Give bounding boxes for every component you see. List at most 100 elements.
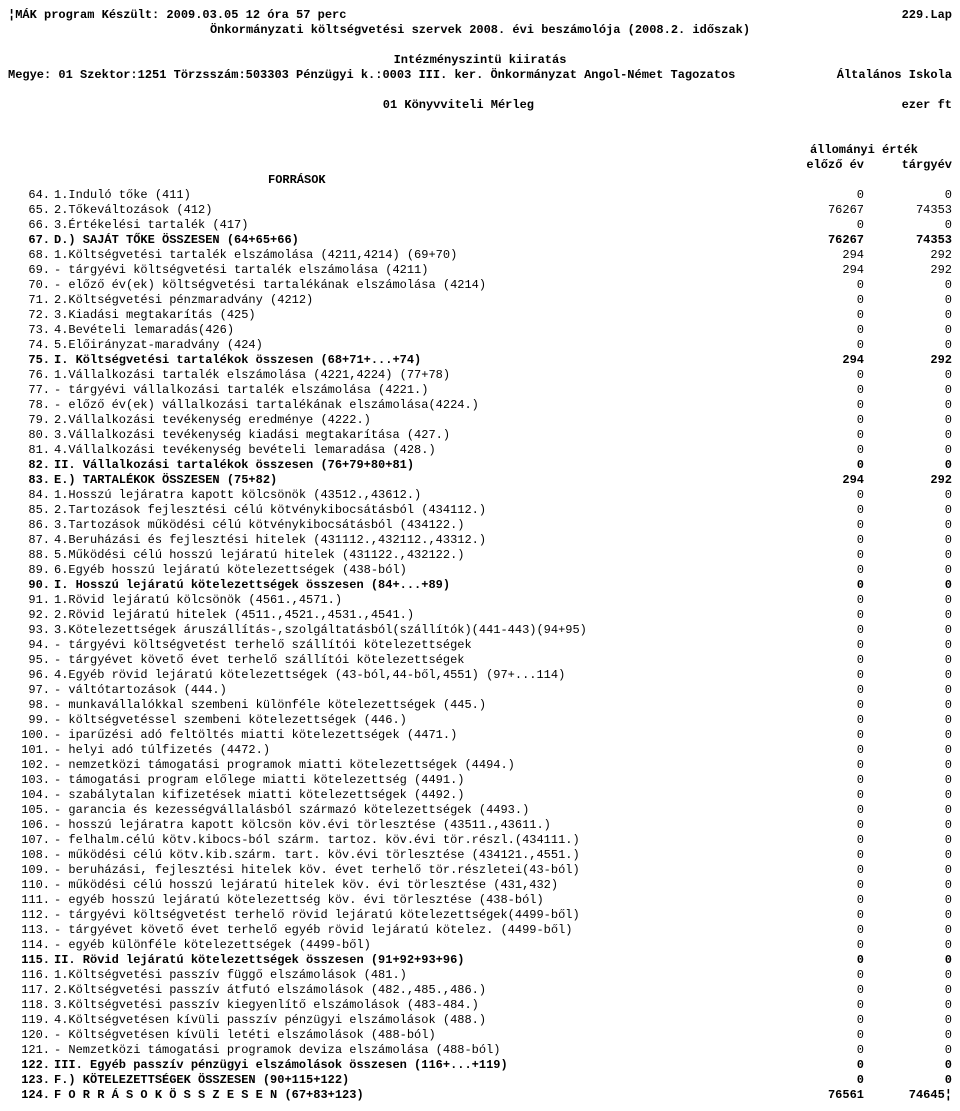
row-value-curr: 0 [864,533,952,548]
row-value-prev: 0 [776,188,864,203]
table-row: 66.3.Értékelési tartalék (417)00 [8,218,952,233]
row-label: - hosszú lejáratra kapott kölcsön köv.év… [54,818,776,833]
row-label: F O R R Á S O K Ö S S Z E S E N (67+83+1… [54,1088,776,1103]
row-label: E.) TARTALÉKOK ÖSSZESEN (75+82) [54,473,776,488]
header-line-3: Intézményszintü kiiratás [8,53,952,68]
row-label: - tárgyévi vállalkozási tartalék elszámo… [54,383,776,398]
row-number: 105. [8,803,54,818]
report-subtitle: Intézményszintü kiiratás [394,53,567,67]
row-number: 85. [8,503,54,518]
row-value-curr: 292 [864,248,952,263]
row-value-prev: 294 [776,248,864,263]
row-label: 2.Rövid lejáratú hitelek (4511.,4521.,45… [54,608,776,623]
row-label: 3.Kiadási megtakarítás (425) [54,308,776,323]
row-number: 75. [8,353,54,368]
row-number: 95. [8,653,54,668]
row-value-curr: 0 [864,1043,952,1058]
row-value-prev: 294 [776,263,864,278]
row-value-prev: 0 [776,713,864,728]
row-value-prev: 76267 [776,233,864,248]
table-row: 103. - támogatási program előlege miatti… [8,773,952,788]
row-number: 88. [8,548,54,563]
row-label: 5.Működési célú hosszú lejáratú hitelek … [54,548,776,563]
row-value-curr: 0 [864,608,952,623]
table-row: 120. - Költségvetésen kívüli letéti elsz… [8,1028,952,1043]
row-label: - támogatási program előlege miatti köte… [54,773,776,788]
row-number: 78. [8,398,54,413]
table-row: 98. - munkavállalókkal szembeni különfél… [8,698,952,713]
row-label: - tárgyévi költségvetést terhelő szállít… [54,638,776,653]
row-label: 2.Tőkeváltozások (412) [54,203,776,218]
unit-label: ezer ft [902,98,952,113]
row-value-prev: 0 [776,788,864,803]
table-row: 93.3.Kötelezettségek áruszállítás-,szolg… [8,623,952,638]
table-row: 100. - iparűzési adó feltöltés miatti kö… [8,728,952,743]
row-value-curr: 0 [864,458,952,473]
row-number: 93. [8,623,54,638]
row-value-prev: 0 [776,878,864,893]
row-value-prev: 0 [776,308,864,323]
row-value-curr: 0 [864,593,952,608]
row-value-curr: 0 [864,1013,952,1028]
row-number: 67. [8,233,54,248]
row-value-curr: 0 [864,308,952,323]
row-label: - működési célú kötv.kib.szárm. tart. kö… [54,848,776,863]
row-value-prev: 294 [776,353,864,368]
row-value-curr: 74645¦ [864,1088,952,1103]
row-number: 103. [8,773,54,788]
row-value-curr: 0 [864,548,952,563]
row-value-curr: 0 [864,443,952,458]
row-label: 1.Induló tőke (411) [54,188,776,203]
row-value-prev: 0 [776,458,864,473]
table-row: 109. - beruházási, fejlesztési hitelek k… [8,863,952,878]
table-row: 124.F O R R Á S O K Ö S S Z E S E N (67+… [8,1088,952,1103]
row-value-prev: 76267 [776,203,864,218]
table-row: 114. - egyéb különféle kötelezettségek (… [8,938,952,953]
row-number: 83. [8,473,54,488]
data-rows: 64.1.Induló tőke (411)0065.2.Tőkeváltozá… [8,188,952,1103]
row-value-prev: 0 [776,443,864,458]
row-number: 76. [8,368,54,383]
row-label: 6.Egyéb hosszú lejáratú kötelezettségek … [54,563,776,578]
row-label: D.) SAJÁT TŐKE ÖSSZESEN (64+65+66) [54,233,776,248]
row-number: 112. [8,908,54,923]
row-label: 4.Költségvetésen kívüli passzív pénzügyi… [54,1013,776,1028]
row-label: - egyéb különféle kötelezettségek (4499-… [54,938,776,953]
row-value-prev: 0 [776,623,864,638]
row-value-curr: 0 [864,728,952,743]
table-row: 67.D.) SAJÁT TŐKE ÖSSZESEN (64+65+66)762… [8,233,952,248]
row-value-prev: 0 [776,923,864,938]
table-row: 86.3.Tartozások működési célú kötvénykib… [8,518,952,533]
table-row: 70. - előző év(ek) költségvetési tartalé… [8,278,952,293]
table-row: 76.1.Vállalkozási tartalék elszámolása (… [8,368,952,383]
row-value-prev: 0 [776,848,864,863]
table-row: 123.F.) KÖTELEZETTSÉGEK ÖSSZESEN (90+115… [8,1073,952,1088]
row-value-prev: 0 [776,803,864,818]
table-row: 96.4.Egyéb rövid lejáratú kötelezettsége… [8,668,952,683]
row-value-curr: 0 [864,743,952,758]
row-value-curr: 0 [864,503,952,518]
row-value-curr: 0 [864,323,952,338]
row-value-prev: 0 [776,593,864,608]
report-title: Önkormányzati költségvetési szervek 2008… [210,23,750,37]
row-value-curr: 0 [864,623,952,638]
row-value-curr: 0 [864,518,952,533]
row-value-curr: 0 [864,983,952,998]
row-value-prev: 0 [776,653,864,668]
table-row: 83.E.) TARTALÉKOK ÖSSZESEN (75+82)294292 [8,473,952,488]
table-row: 111. - egyéb hosszú lejáratú kötelezetts… [8,893,952,908]
row-value-prev: 0 [776,488,864,503]
row-label: 2.Vállalkozási tevékenység eredménye (42… [54,413,776,428]
row-label: 3.Értékelési tartalék (417) [54,218,776,233]
program-timestamp: ¦MÁK program Készült: 2009.03.05 12 óra … [8,8,346,23]
table-row: 113. - tárgyévet követő évet terhelő egy… [8,923,952,938]
row-value-curr: 0 [864,488,952,503]
table-row: 107. - felhalm.célú kötv.kibocs-ból szár… [8,833,952,848]
row-value-prev: 0 [776,818,864,833]
row-value-curr: 0 [864,653,952,668]
merleg-title: 01 Könyvviteli Mérleg [15,98,901,113]
row-value-prev: 0 [776,218,864,233]
row-number: 86. [8,518,54,533]
row-value-curr: 0 [864,893,952,908]
row-value-curr: 0 [864,428,952,443]
